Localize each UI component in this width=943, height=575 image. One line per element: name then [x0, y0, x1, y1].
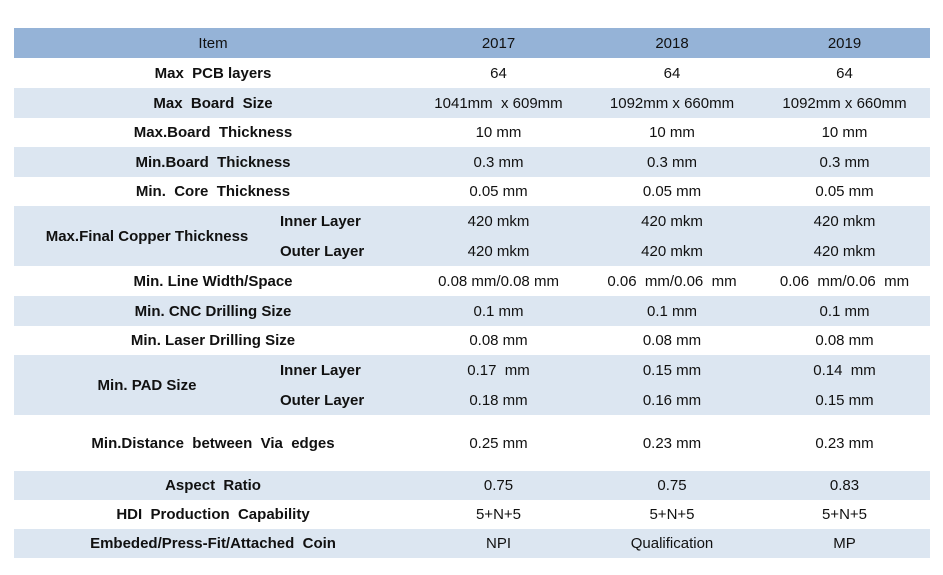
value-cell: 0.23 mm: [642, 434, 702, 452]
table-row: [14, 529, 930, 558]
table-row: [14, 147, 930, 177]
row-label: Min. Laser Drilling Size: [130, 332, 296, 349]
row-label: Max PCB layers: [154, 64, 272, 82]
table-row: [14, 500, 930, 529]
value-cell: 0.08 mm/0.08 mm: [438, 272, 559, 290]
value-cell: 0.08 mm: [642, 332, 702, 349]
header-cell: Item: [198, 34, 228, 52]
row-label: HDI Production Capability: [116, 506, 310, 523]
value-cell: 5+N+5: [821, 506, 868, 523]
sub-label: Inner Layer: [280, 361, 361, 379]
value-cell: 10 mm: [821, 124, 868, 141]
value-cell: 420 mkm: [641, 242, 703, 260]
table-row: [14, 415, 930, 471]
value-cell: 1041mm x 609mm: [434, 94, 563, 112]
value-cell: 0.75: [483, 477, 514, 494]
table-row: [14, 266, 930, 296]
row-label: Min. Line Width/Space: [133, 272, 293, 290]
value-cell: 0.05 mm: [469, 183, 528, 200]
value-cell: 10 mm: [649, 124, 695, 141]
table-row: [14, 88, 930, 118]
value-cell: 0.08 mm: [469, 332, 528, 349]
header-cell: 2017: [481, 34, 516, 52]
value-cell: 64: [490, 64, 507, 82]
value-cell: 0.15 mm: [815, 391, 874, 409]
value-cell: 420 mkm: [467, 212, 530, 230]
table-row: [14, 206, 930, 266]
table-row: [14, 118, 930, 147]
value-cell: 0.1 mm: [646, 302, 697, 320]
value-cell: 5+N+5: [649, 506, 695, 523]
value-cell: 420 mkm: [467, 242, 530, 260]
value-cell: 0.17 mm: [467, 361, 530, 379]
value-cell: 0.08 mm: [815, 332, 874, 349]
header-cell: 2019: [827, 34, 862, 52]
value-cell: 0.05 mm: [815, 183, 874, 200]
value-cell: 0.14 mm: [813, 361, 876, 379]
value-cell: 1092mm x 660mm: [609, 94, 735, 112]
table-row: [14, 355, 930, 415]
value-cell: 0.3 mm: [473, 153, 524, 171]
row-label: Max.Final Copper Thickness: [45, 227, 249, 245]
table-row: [14, 471, 930, 500]
sub-label: Inner Layer: [280, 212, 361, 230]
value-cell: 1092mm x 660mm: [782, 94, 907, 112]
value-cell: 0.15 mm: [642, 361, 702, 379]
value-cell: 0.18 mm: [469, 391, 528, 409]
sub-label: Outer Layer: [280, 391, 365, 409]
value-cell: 0.05 mm: [642, 183, 702, 200]
table-row: [14, 326, 930, 355]
value-cell: 0.23 mm: [815, 434, 874, 452]
value-cell: 420 mkm: [641, 212, 703, 230]
value-cell: 0.3 mm: [646, 153, 697, 171]
value-cell: 0.06 mm/0.06 mm: [607, 272, 737, 290]
row-label: Max.Board Thickness: [133, 124, 293, 141]
row-label: Aspect Ratio: [165, 477, 261, 494]
row-label: Embeded/Press-Fit/Attached Coin: [90, 535, 336, 552]
value-cell: 10 mm: [475, 124, 522, 141]
sub-label: Outer Layer: [280, 242, 365, 260]
value-cell: 0.75: [657, 477, 687, 494]
row-label: Min. PAD Size: [97, 376, 197, 394]
value-cell: 0.1 mm: [819, 302, 870, 320]
value-cell: 420 mkm: [813, 212, 876, 230]
value-cell: MP: [833, 535, 856, 552]
value-cell: 0.25 mm: [469, 434, 528, 452]
row-label: Min.Board Thickness: [135, 153, 291, 171]
table-row: [14, 177, 930, 206]
value-cell: 5+N+5: [475, 506, 522, 523]
value-cell: 64: [836, 64, 853, 82]
value-cell: 0.16 mm: [642, 391, 702, 409]
value-cell: 420 mkm: [813, 242, 876, 260]
value-cell: 0.1 mm: [473, 302, 524, 320]
table-row: [14, 58, 930, 88]
table-row: [14, 296, 930, 326]
value-cell: 0.3 mm: [819, 153, 870, 171]
header-row: [14, 28, 930, 58]
value-cell: 64: [663, 64, 681, 82]
value-cell: Qualification: [630, 535, 714, 552]
row-label: Max Board Size: [153, 94, 273, 112]
row-label: Min. Core Thickness: [135, 183, 291, 200]
header-cell: 2018: [655, 34, 689, 52]
value-cell: 0.06 mm/0.06 mm: [779, 272, 910, 290]
value-cell: NPI: [485, 535, 511, 552]
value-cell: 0.83: [829, 477, 860, 494]
row-label: Min.Distance between Via edges: [91, 434, 335, 452]
row-label: Min. CNC Drilling Size: [134, 302, 292, 320]
